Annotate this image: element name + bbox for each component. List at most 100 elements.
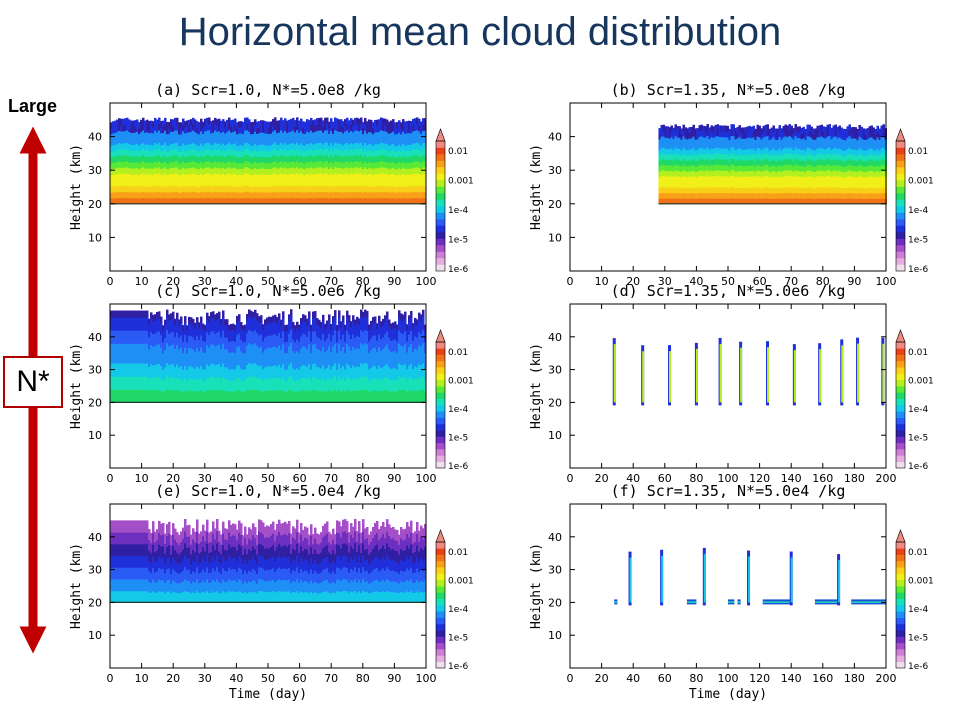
colorbar-swatch [896, 342, 905, 349]
colorbar-label: 0.01 [448, 348, 468, 358]
colorbar-extend-arrow [435, 128, 446, 142]
y-tick-label: 40 [548, 131, 562, 144]
colorbar-swatch [436, 649, 445, 656]
colorbar-label: 1e-5 [448, 634, 468, 644]
x-tick-label: 100 [718, 472, 739, 485]
large-label: Large [8, 96, 58, 116]
colorbar-swatch [436, 623, 445, 631]
x-tick-label: 40 [229, 472, 243, 485]
x-tick-label: 40 [626, 672, 640, 685]
colorbar-swatch [896, 219, 905, 226]
colorbar-swatch [436, 258, 445, 265]
colorbar-swatch [896, 661, 905, 669]
x-tick-label: 60 [293, 472, 307, 485]
panel-b: (b) Scr=1.35, N*=5.0e8 /kg 0 10 20 30 40 50 60 7… [529, 81, 934, 288]
colorbar-swatch [436, 579, 445, 587]
y-tick-label: 40 [88, 131, 102, 144]
colorbar-swatch [896, 264, 905, 272]
x-tick-label: 60 [753, 275, 767, 288]
colorbar-swatch [436, 392, 445, 399]
x-tick-label: 70 [324, 672, 338, 685]
colorbar-swatch [436, 238, 445, 246]
nstar-label-box: N* [3, 356, 63, 408]
x-tick-label: 40 [689, 275, 703, 288]
colorbar-swatch [436, 354, 445, 362]
y-tick-label: 20 [548, 198, 562, 211]
x-tick-label: 50 [261, 672, 275, 685]
colorbar-swatch [436, 225, 445, 233]
colorbar-swatch [436, 245, 445, 252]
colorbar-swatch [436, 367, 445, 374]
colorbar-swatch [896, 173, 905, 181]
x-tick-label: 100 [876, 275, 897, 288]
colorbar-swatch [896, 630, 905, 637]
panel-title: (b) Scr=1.35, N*=5.0e8 /kg [611, 81, 846, 99]
colorbar-swatch [436, 379, 445, 387]
colorbar-swatch [436, 251, 445, 259]
colorbar-swatch [436, 167, 445, 174]
x-tick-label: 200 [876, 672, 897, 685]
x-tick-label: 180 [844, 672, 865, 685]
colorbar-swatch [896, 542, 905, 549]
colorbar-label: 0.01 [908, 147, 928, 157]
colorbar-swatch [896, 554, 905, 562]
colorbar-swatch [896, 417, 905, 425]
x-tick-label: 0 [567, 472, 574, 485]
y-tick-label: 10 [88, 429, 102, 442]
y-tick-label: 30 [548, 364, 562, 377]
x-tick-label: 0 [107, 275, 114, 288]
colorbar-swatch [436, 398, 445, 406]
cloud-field [612, 337, 885, 406]
x-tick-label: 50 [261, 275, 275, 288]
panel-title: (d) Scr=1.35, N*=5.0e6 /kg [611, 282, 846, 300]
x-tick-label: 60 [658, 672, 672, 685]
x-tick-label: 10 [135, 472, 149, 485]
colorbar-swatch [896, 360, 905, 368]
y-tick-label: 40 [548, 331, 562, 344]
colorbar-swatch [896, 449, 905, 456]
colorbar-swatch [896, 455, 905, 462]
x-tick-label: 60 [658, 472, 672, 485]
x-axis-label: Time (day) [689, 687, 767, 702]
colorbar-swatch [436, 617, 445, 625]
colorbar-label: 1e-5 [908, 634, 928, 644]
y-tick-label: 30 [88, 364, 102, 377]
colorbar-extend-arrow [435, 529, 446, 543]
y-tick-label: 20 [88, 198, 102, 211]
x-tick-label: 20 [166, 672, 180, 685]
colorbar-label: 0.001 [448, 377, 474, 387]
x-tick-label: 80 [356, 275, 370, 288]
x-tick-label: 70 [324, 472, 338, 485]
x-tick-label: 40 [626, 472, 640, 485]
colorbar-label: 0.01 [908, 548, 928, 558]
y-tick-label: 10 [548, 429, 562, 442]
colorbar-swatch [436, 586, 445, 593]
x-tick-label: 50 [261, 472, 275, 485]
colorbar-swatch [436, 264, 445, 272]
colorbar-swatch [896, 212, 905, 220]
x-tick-label: 20 [595, 472, 609, 485]
colorbar-swatch [896, 592, 905, 599]
panel-f: (f) Scr=1.35, N*=5.0e4 /kg 0 20 40 60 80 100 12… [529, 482, 934, 702]
colorbar-swatch [436, 147, 445, 155]
colorbar-swatch [436, 611, 445, 618]
colorbar-label: 1e-4 [448, 206, 469, 216]
colorbar-swatch [436, 567, 445, 574]
x-tick-label: 160 [812, 672, 833, 685]
colorbar-swatch [896, 598, 905, 606]
colorbar-swatch [896, 154, 905, 161]
colorbar-label: 0.001 [908, 577, 934, 587]
x-tick-label: 140 [781, 672, 802, 685]
x-tick-label: 100 [416, 672, 437, 685]
colorbar-swatch [436, 405, 445, 412]
colorbar-label: 1e-5 [448, 236, 468, 246]
colorbar-swatch [896, 411, 905, 418]
colorbar-extend-arrow [895, 128, 906, 142]
y-tick-label: 10 [548, 231, 562, 244]
x-tick-label: 120 [749, 672, 770, 685]
colorbar-label: 1e-5 [908, 434, 928, 444]
colorbar-swatch [896, 245, 905, 252]
colorbar-swatch [436, 548, 445, 555]
colorbar-swatch [896, 611, 905, 618]
